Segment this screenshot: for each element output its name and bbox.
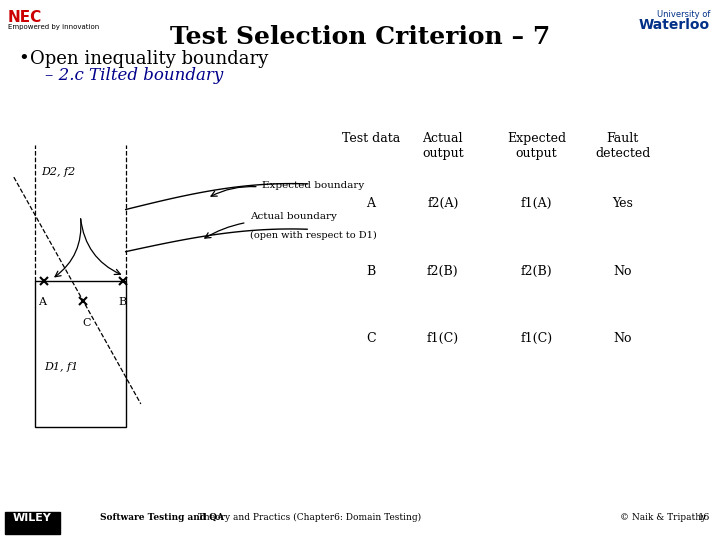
Text: 16: 16 bbox=[698, 513, 710, 522]
Text: •: • bbox=[18, 50, 29, 68]
Text: No: No bbox=[613, 332, 632, 345]
Text: Actual boundary: Actual boundary bbox=[250, 212, 336, 221]
Text: f2(A): f2(A) bbox=[427, 197, 459, 210]
Text: f2(B): f2(B) bbox=[521, 265, 552, 278]
Text: C: C bbox=[82, 318, 91, 328]
Text: – 2.c Tilted boundary: – 2.c Tilted boundary bbox=[45, 67, 223, 84]
Text: (open with respect to D1): (open with respect to D1) bbox=[250, 231, 377, 240]
Text: B: B bbox=[119, 297, 127, 307]
Bar bbox=[5, 512, 60, 534]
Text: © Naik & Tripathy: © Naik & Tripathy bbox=[620, 513, 706, 522]
Text: Fault
detected: Fault detected bbox=[595, 132, 650, 160]
Text: Expected boundary: Expected boundary bbox=[262, 181, 364, 190]
Text: Open inequality boundary: Open inequality boundary bbox=[30, 50, 269, 68]
Text: Test data: Test data bbox=[342, 132, 400, 145]
Text: f1(A): f1(A) bbox=[521, 197, 552, 210]
Text: University of: University of bbox=[657, 10, 710, 19]
Text: Test Selection Criterion – 7: Test Selection Criterion – 7 bbox=[170, 25, 550, 49]
Text: f1(C): f1(C) bbox=[427, 332, 459, 345]
Bar bbox=[35, 281, 126, 427]
Text: C: C bbox=[366, 332, 376, 345]
Text: f1(C): f1(C) bbox=[521, 332, 552, 345]
Text: B: B bbox=[366, 265, 375, 278]
Text: Actual
output: Actual output bbox=[422, 132, 464, 160]
Text: A: A bbox=[366, 197, 375, 210]
Text: Theory and Practics (Chapter6: Domain Testing): Theory and Practics (Chapter6: Domain Te… bbox=[195, 513, 421, 522]
Text: A: A bbox=[39, 297, 47, 307]
Text: WILEY: WILEY bbox=[12, 513, 51, 523]
Text: Expected
output: Expected output bbox=[507, 132, 566, 160]
Text: No: No bbox=[613, 265, 632, 278]
Text: Empowered by innovation: Empowered by innovation bbox=[8, 24, 99, 30]
Text: Software Testing and QA: Software Testing and QA bbox=[100, 513, 224, 522]
Text: Waterloo: Waterloo bbox=[639, 18, 710, 32]
Text: Yes: Yes bbox=[613, 197, 633, 210]
Text: f2(B): f2(B) bbox=[427, 265, 459, 278]
Text: NEC: NEC bbox=[8, 10, 42, 25]
Text: D1, f1: D1, f1 bbox=[44, 362, 78, 372]
Text: D2, f2: D2, f2 bbox=[41, 167, 76, 178]
